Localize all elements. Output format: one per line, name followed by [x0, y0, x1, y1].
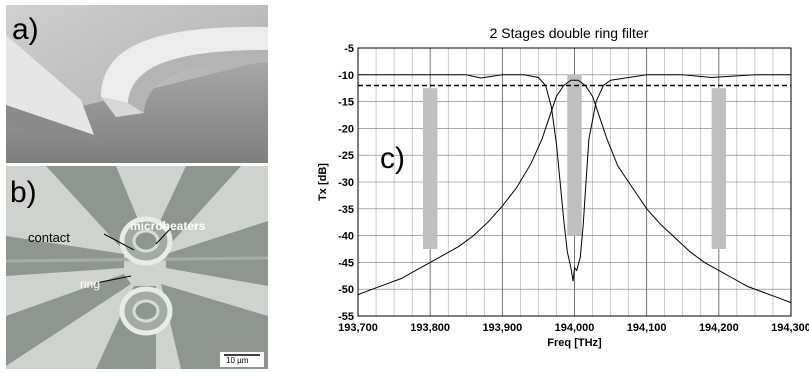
- series-layer: [357, 74, 792, 304]
- x-tick-label: 194,200: [699, 322, 739, 334]
- optical-micrograph: [6, 166, 268, 369]
- sem-micrograph: [6, 5, 268, 163]
- x-tick-label: 193,900: [482, 322, 522, 334]
- y-tick-label: -45: [338, 257, 354, 269]
- x-tick-label: 194,100: [627, 322, 667, 334]
- panel-a-letter: a): [12, 13, 39, 46]
- y-tick-label: -5: [344, 43, 354, 55]
- contact-label: contact: [28, 230, 70, 245]
- ring-label: ring: [80, 277, 101, 291]
- panel-b-micrograph: b) contact microheaters ring 10 µm: [6, 166, 268, 369]
- y-tick-label: -10: [338, 70, 354, 82]
- y-tick-label: -55: [338, 311, 354, 323]
- y-tick-label: -50: [338, 284, 354, 296]
- channel-band: [567, 74, 582, 236]
- band-layer: [422, 74, 727, 249]
- y-tick-label: -40: [338, 231, 354, 243]
- chart-title: 2 Stages double ring filter: [490, 25, 649, 41]
- y-tick-label: -15: [338, 97, 354, 109]
- scale-bar-label: 10 µm: [226, 356, 249, 365]
- x-tick-label: 193,700: [338, 322, 378, 334]
- channel-band: [711, 88, 727, 249]
- panel-b-letter: b): [10, 176, 37, 209]
- x-axis-label: Freq [THz]: [547, 337, 602, 349]
- microheaters-label: microheaters: [130, 219, 206, 233]
- y-tick-label: -20: [338, 123, 354, 135]
- series-line-2: [358, 74, 791, 282]
- y-tick-label: -35: [338, 204, 354, 216]
- panel-c-letter: c): [380, 142, 405, 175]
- x-tick-labels: 193,700 193,800 193,900 194,000 194,100 194,2…: [338, 322, 809, 334]
- x-tick-label: 193,800: [410, 322, 450, 334]
- y-tick-labels: -5 -10 -15 -20 -25 -30 -35 -40 -45 -50 -55: [338, 43, 354, 323]
- y-axis-label: Tx [dB]: [318, 163, 329, 201]
- series-line-1: [357, 79, 792, 304]
- transmission-chart: 2 Stages double ring filter 193,700 193,8…: [318, 25, 809, 349]
- x-tick-label: 194,300: [771, 322, 809, 334]
- x-tick-label: 194,000: [555, 322, 595, 334]
- y-tick-label: -25: [338, 150, 354, 162]
- panel-c-chart: 2 Stages double ring filter 193,700 193,8…: [318, 0, 809, 373]
- y-tick-label: -30: [338, 177, 354, 189]
- panel-a-sem-image: a): [6, 5, 268, 163]
- plot-frame: [357, 47, 792, 317]
- channel-band: [422, 88, 438, 249]
